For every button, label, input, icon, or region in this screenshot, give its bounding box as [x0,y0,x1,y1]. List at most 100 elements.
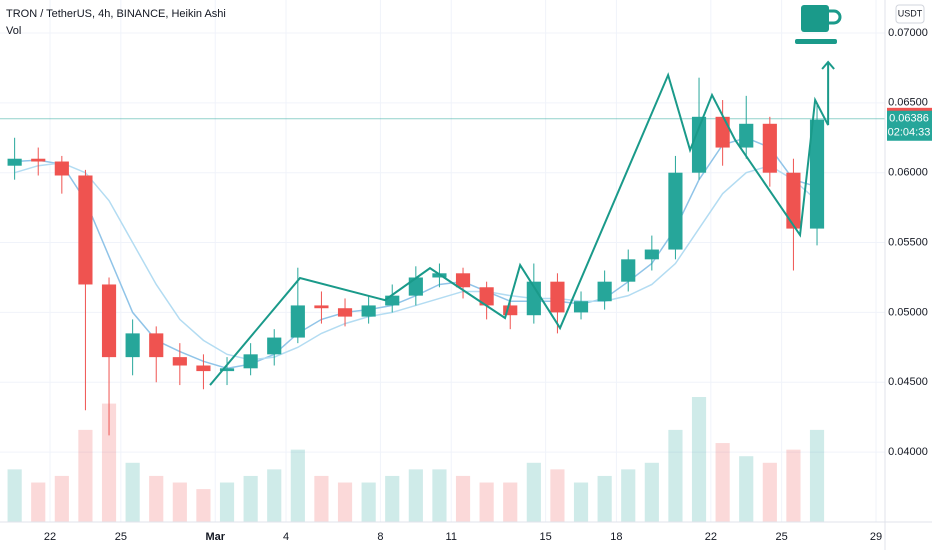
candle-body [243,354,258,369]
candle-body [125,333,140,358]
volume-bar [267,469,282,522]
volume-bar [196,489,211,522]
x-tick-label: 25 [115,531,127,543]
candle-body [196,365,211,372]
candle-body [219,368,235,372]
candle-body [621,259,636,282]
volume-bar [361,482,376,522]
candle-body [408,277,423,296]
candle-body [149,333,164,358]
candle-body [715,116,730,148]
volume-bar [644,462,659,522]
volume-bar [219,482,235,522]
volume-bar [101,403,117,522]
volume-bar [786,449,801,522]
coffee-icon [795,5,842,44]
volume-bar [290,449,305,522]
candle-body [526,281,541,316]
volume-bar [691,397,707,522]
candle-body [644,249,659,260]
candle-body [337,308,353,317]
volume-bar [408,469,423,522]
candle-body [54,161,69,176]
candle-body [597,281,612,302]
volume-bar [715,443,730,522]
x-tick-label: 22 [44,531,56,543]
candle-body [172,357,187,366]
candle-body [809,119,825,229]
y-tick-label: 0.04500 [888,376,928,388]
currency-box [895,4,925,24]
volume-bar [479,482,494,522]
candle-body [385,295,400,306]
candle-body [314,305,329,309]
currency-label: USDT [898,8,923,18]
candle-body [573,301,589,313]
x-tick-label: 25 [776,531,788,543]
volume-bar [243,475,258,522]
candle-body [267,337,282,355]
candle-body [550,281,565,313]
candle-body [786,172,801,229]
candle-body [503,305,518,316]
volume-bar [432,469,447,522]
y-tick-label: 0.05500 [888,236,928,248]
pattern-arrowhead [821,60,835,70]
volume-bar [621,469,636,522]
y-tick-label: 0.06500 [888,97,928,109]
volume-bar [455,475,471,522]
candle-body [739,123,754,148]
candle-body [101,284,117,358]
volume-bar [550,469,565,522]
volume-bar [78,429,93,522]
last-price-label: 0.06386 [889,113,929,125]
candle-body [78,175,93,285]
last-price-tag [887,110,932,141]
chart-title: TRON / TetherUS, 4h, BINANCE, Heikin Ash… [6,8,226,20]
volume-bar [125,462,140,522]
y-tick-label: 0.07000 [888,27,928,39]
pattern-line [209,62,830,386]
countdown-label: 02:04:33 [888,127,931,139]
volume-bar [739,456,754,522]
x-tick-label: 18 [610,531,622,543]
volume-bar [172,482,187,522]
volume-bar [526,462,541,522]
volume-bar [668,429,683,522]
volume-bar [149,475,164,522]
volume-bar [385,475,400,522]
candle-body [361,305,376,317]
volume-label: Vol [6,25,21,37]
x-tick-label: 8 [377,531,383,543]
candle-body [7,158,22,166]
candle-body [691,116,707,173]
volume-bar [314,475,329,522]
x-tick-label: 22 [705,531,717,543]
volume-bar [31,482,46,522]
y-tick-label: 0.06000 [888,167,928,179]
x-tick-label: 11 [446,531,457,543]
volume-bar [337,482,353,522]
volume-bar [573,482,589,522]
y-tick-label: 0.05000 [888,306,928,318]
volume-bar [597,475,612,522]
candle-body [290,305,305,338]
volume-bar [503,482,518,522]
x-tick-label: 4 [283,531,289,543]
x-tick-label: Mar [205,531,225,543]
moving-average [14,162,818,361]
volume-bar [809,429,825,522]
candle-body [479,287,494,306]
volume-bar [7,469,22,522]
candle-body [31,158,46,162]
x-tick-label: 29 [870,531,882,543]
volume-bar [762,462,777,522]
candle-body [455,273,471,288]
volume-bar [54,475,69,522]
x-tick-label: 15 [540,531,552,543]
y-tick-label: 0.04000 [888,446,928,458]
candle-body [762,123,777,173]
candle-body [668,172,683,250]
